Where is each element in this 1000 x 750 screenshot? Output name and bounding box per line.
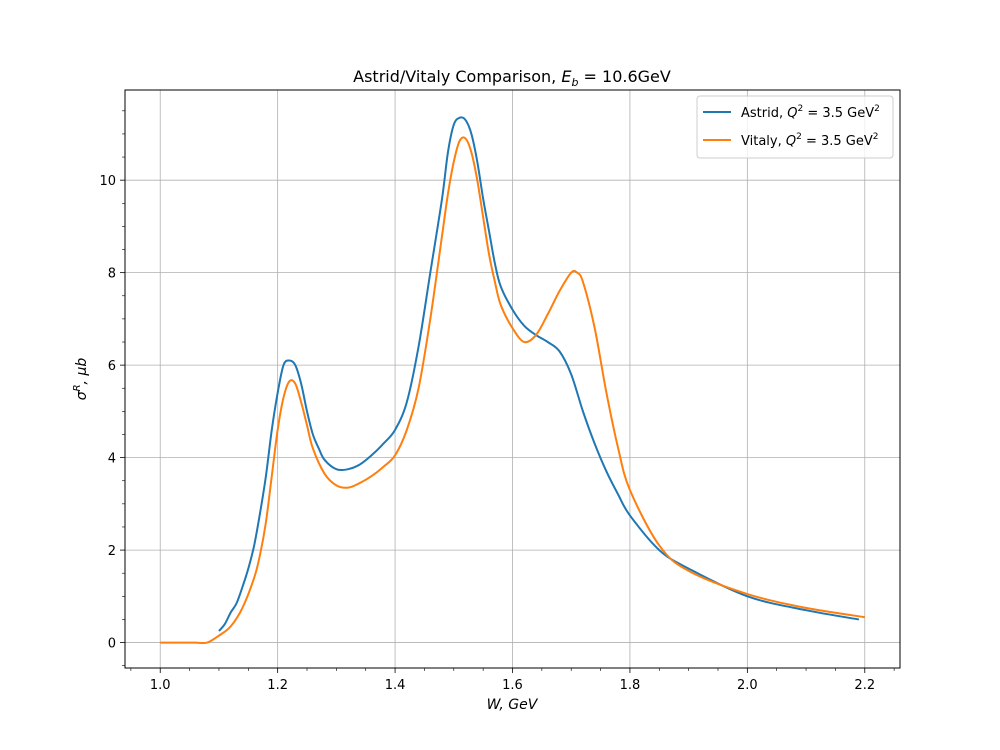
chart-title-prefix: Astrid/Vitaly Comparison, [353,67,561,86]
legend-astrid-sup: 2 [797,104,803,114]
plot-series [160,116,865,645]
x-tick-label: 1.0 [150,678,171,693]
legend-vitaly-sup: 2 [796,132,802,142]
legend-vitaly-rest: = 3.5 GeV [802,134,873,149]
legend-vitaly-var: Q [786,134,796,149]
y-tick-label: 6 [108,359,116,374]
x-axis-label: W, GeV [487,697,539,713]
x-tick-label: 2.2 [854,678,875,693]
y-tick-label: 8 [108,267,116,282]
legend-vitaly-prefix: Vitaly, [741,134,786,149]
y-axis-label-sup: R [72,384,83,391]
legend-box [696,95,894,159]
x-tick-label: 1.2 [267,678,288,693]
x-tick-label: 1.6 [502,678,523,693]
x-tick-label: 1.8 [620,678,641,693]
x-tick-label: 2.0 [737,678,758,693]
legend: Astrid, Q2 = 3.5 GeV2 Vitaly, Q2 = 3.5 G… [696,95,894,159]
y-tick-label: 2 [108,544,116,559]
y-tick-label: 10 [99,174,116,189]
legend-astrid-prefix: Astrid, [741,106,787,121]
legend-vitaly-unit-sup: 2 [873,132,879,142]
x-tick-label: 1.4 [385,678,406,693]
y-axis-label-rest: , μb [74,358,90,385]
y-axis-label: σR, μb [72,358,90,401]
legend-astrid-var: Q [787,106,797,121]
legend-astrid-unit-sup: 2 [874,104,880,114]
y-tick-label: 0 [108,637,116,652]
axis-ticks: 1.0 1.2 1.4 1.6 1.8 2.0 2.2 0 2 4 6 8 10 [99,110,895,693]
grid [125,90,900,668]
chart-title-var: E [561,67,572,86]
y-axis-label-symbol: σ [74,390,90,400]
chart-title: Astrid/Vitaly Comparison, Eb = 10.6GeV [353,67,671,89]
chart-title-sub: b [571,76,578,89]
y-tick-label: 4 [108,452,116,467]
chart-title-rest: = 10.6GeV [578,67,670,86]
legend-label-astrid: Astrid, Q2 = 3.5 GeV2 [741,104,880,121]
series-line-vitaly [160,136,865,645]
legend-astrid-rest: = 3.5 GeV [803,106,874,121]
legend-label-vitaly: Vitaly, Q2 = 3.5 GeV2 [741,132,879,149]
series-line-astrid [218,116,860,632]
